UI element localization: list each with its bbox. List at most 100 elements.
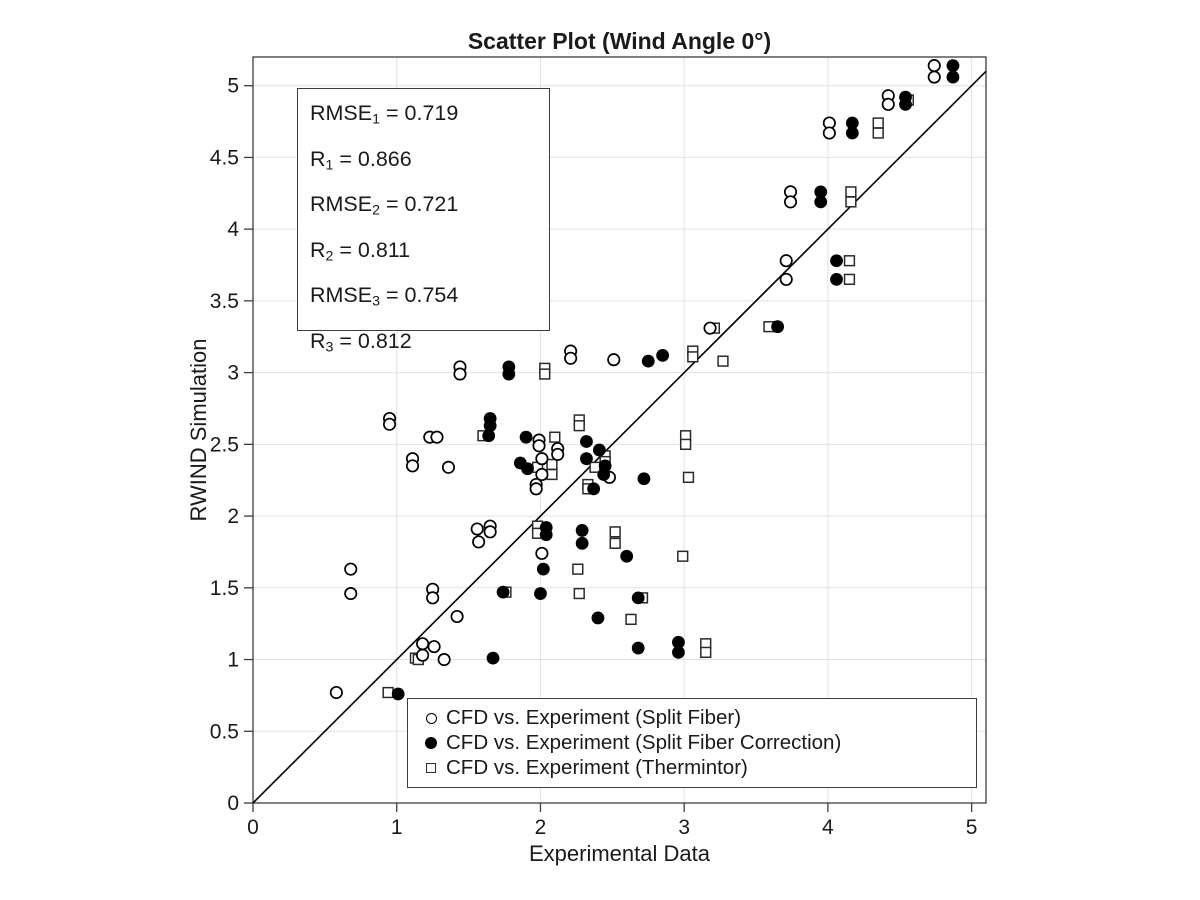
scatter-point-split-fiber-correction <box>830 272 843 286</box>
scatter-point-thermintor <box>717 355 729 367</box>
scatter-point-split-fiber-correction <box>575 524 589 537</box>
scatter-point-split-fiber <box>416 637 430 651</box>
scatter-point-split-fiber-correction <box>946 70 960 84</box>
scatter-point-split-fiber <box>927 59 941 73</box>
x-axis-label: Experimental Data <box>529 841 710 866</box>
scatter-point-split-fiber-correction <box>814 185 828 199</box>
y-axis-label: RWIND Simulation <box>186 338 211 522</box>
scatter-point-split-fiber-correction <box>521 462 534 476</box>
scatter-point-thermintor <box>382 686 394 699</box>
open-square-icon <box>423 763 439 773</box>
scatter-point-split-fiber-correction <box>483 419 497 433</box>
scatter-point-split-fiber <box>344 586 358 601</box>
scatter-point-split-fiber-correction <box>496 585 510 599</box>
scatter-point-split-fiber <box>532 439 546 453</box>
scatter-point-split-fiber <box>483 525 497 539</box>
scatter-point-thermintor <box>843 273 856 286</box>
scatter-point-split-fiber-correction <box>502 367 516 381</box>
scatter-point-thermintor <box>625 613 637 626</box>
scatter-point-split-fiber-correction <box>575 536 589 550</box>
scatter-point-thermintor <box>549 431 561 443</box>
scatter-point-split-fiber <box>344 562 358 576</box>
scatter-point-thermintor <box>573 587 585 600</box>
stats-line-r1: R1 = 0.866 <box>310 146 412 174</box>
x-tick-label: 1 <box>391 816 403 839</box>
y-tick-label: 0 <box>227 792 239 815</box>
legend-label: CFD vs. Experiment (Thermintor) <box>446 756 748 779</box>
scatter-point-split-fiber-correction <box>534 587 547 600</box>
scatter-point-split-fiber <box>551 447 565 461</box>
scatter-point-split-fiber <box>441 460 456 474</box>
scatter-point-split-fiber-correction <box>591 611 605 625</box>
scatter-point-split-fiber-correction <box>845 126 859 140</box>
legend: CFD vs. Experiment (Split Fiber) CFD vs.… <box>407 698 977 788</box>
scatter-point-split-fiber <box>881 97 895 111</box>
scatter-point-split-fiber-correction <box>536 562 550 576</box>
scatter-point-split-fiber-correction <box>656 349 670 362</box>
scatter-point-split-fiber <box>529 482 543 496</box>
scatter-point-split-fiber-correction <box>580 435 593 448</box>
y-tick-label: 4 <box>227 218 239 241</box>
scatter-point-thermintor <box>679 438 692 450</box>
scatter-point-split-fiber <box>779 254 793 268</box>
scatter-point-split-fiber-correction <box>597 468 611 481</box>
y-tick-label: 1.5 <box>210 577 239 600</box>
identity-line <box>252 70 987 804</box>
scatter-point-thermintor <box>682 471 695 483</box>
scatter-point-split-fiber <box>329 685 343 700</box>
scatter-point-split-fiber-correction <box>587 482 601 496</box>
scatter-point-split-fiber <box>470 522 484 536</box>
scatter-point-split-fiber <box>783 195 798 209</box>
scatter-point-split-fiber-correction <box>641 354 655 368</box>
stats-line-rmse2: RMSE2 = 0.721 <box>310 192 459 219</box>
y-tick-label: 0.5 <box>210 720 239 743</box>
scatter-point-split-fiber <box>427 640 441 654</box>
y-tick-label: 4.5 <box>210 146 239 169</box>
stats-line-rmse3: RMSE3 = 0.754 <box>310 283 459 310</box>
x-tick-label: 3 <box>678 816 690 839</box>
y-tick-label: 1 <box>227 649 239 672</box>
scatter-point-split-fiber-correction <box>519 430 533 444</box>
open-circle-icon <box>423 712 439 724</box>
legend-item-split-fiber-correction: CFD vs. Experiment (Split Fiber Correcti… <box>423 731 976 756</box>
scatter-point-thermintor <box>845 196 857 208</box>
x-tick-label: 2 <box>535 816 547 839</box>
legend-item-split-fiber: CFD vs. Experiment (Split Fiber) <box>423 706 976 731</box>
scatter-point-split-fiber-correction <box>539 528 553 542</box>
scatter-point-split-fiber <box>405 459 420 473</box>
scatter-point-split-fiber-correction <box>391 687 405 701</box>
scatter-point-split-fiber <box>430 430 444 444</box>
scatter-point-split-fiber-correction <box>631 591 645 605</box>
scatter-point-split-fiber-correction <box>631 641 645 655</box>
scatter-point-thermintor <box>677 550 689 562</box>
scatter-point-split-fiber-correction <box>899 97 912 111</box>
x-tick-label: 0 <box>247 816 259 839</box>
scatter-point-thermintor <box>872 117 884 129</box>
scatter-point-split-fiber <box>607 353 621 367</box>
scatter-point-thermintor <box>589 461 601 473</box>
scatter-point-thermintor <box>546 468 558 481</box>
scatter-point-split-fiber <box>472 535 486 549</box>
scatter-point-thermintor <box>539 368 551 380</box>
scatter-point-split-fiber-correction <box>946 59 960 73</box>
axes-box <box>252 56 987 804</box>
scatter-point-thermintor <box>845 186 857 198</box>
scatter-point-thermintor <box>843 255 856 267</box>
scatter-point-thermintor <box>700 646 712 659</box>
stats-line-r2: R2 = 0.811 <box>310 237 411 265</box>
y-tick-label: 3 <box>227 362 239 385</box>
y-tick-label: 2 <box>227 505 239 528</box>
scatter-point-split-fiber <box>382 417 397 431</box>
scatter-point-split-fiber <box>453 367 467 381</box>
x-tick-label: 5 <box>966 816 978 839</box>
stats-annotation-box: RMSE1 = 0.719 R1 = 0.866 RMSE2 = 0.721 R… <box>297 88 550 355</box>
scatter-point-split-fiber <box>779 272 793 286</box>
chart-title: Scatter Plot (Wind Angle 0°) <box>467 28 772 54</box>
scatter-point-split-fiber-correction <box>845 116 859 130</box>
scatter-point-thermintor <box>687 351 699 363</box>
scatter-point-thermintor <box>546 458 558 471</box>
scatter-point-split-fiber-correction <box>672 645 685 659</box>
y-tick-label: 5 <box>227 75 239 98</box>
scatter-point-split-fiber-correction <box>830 254 843 268</box>
